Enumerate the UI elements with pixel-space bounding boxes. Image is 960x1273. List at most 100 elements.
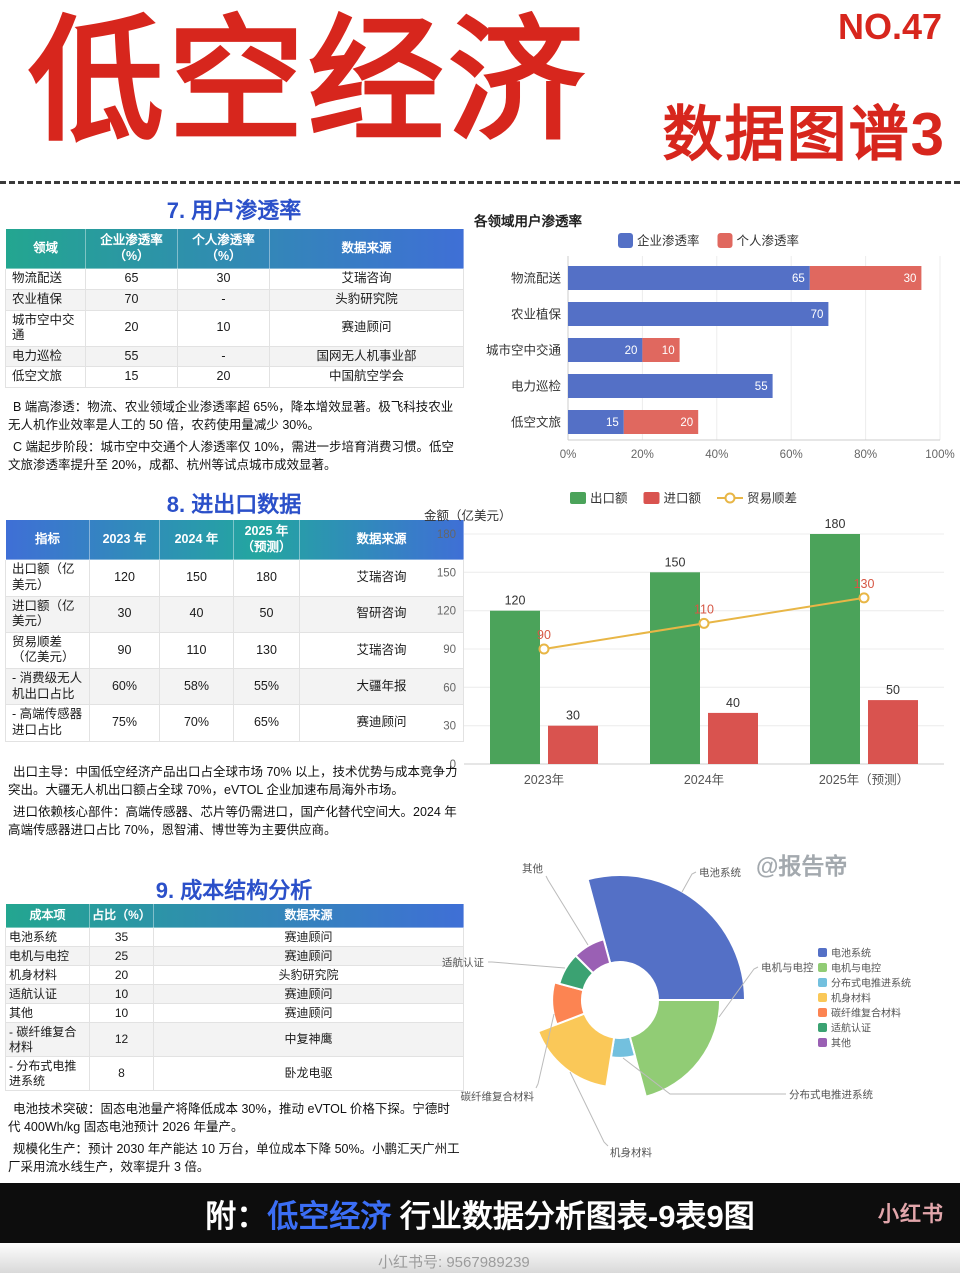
bar-enterprise bbox=[568, 338, 643, 362]
table-cell: 40 bbox=[159, 595, 234, 633]
y-tick-label: 90 bbox=[443, 644, 456, 656]
table-cell: 35 bbox=[89, 927, 154, 947]
table-cell: 25 bbox=[89, 946, 154, 966]
section-9-notes: 电池技术突破：固态电池量产将降低成本 30%，推动 eVTOL 价格下探。宁德时… bbox=[8, 1100, 462, 1182]
rose-slice bbox=[574, 938, 612, 975]
slice-label: 分布式电推进系统 bbox=[789, 1088, 873, 1101]
x-tick-label: 100% bbox=[925, 449, 954, 461]
footer-suffix: 行业数据分析图表-9表9图 bbox=[391, 1198, 755, 1234]
cost-rose-chart: @报告帝 电池系统 电机与电控 分布式电推进系统 机身材料 碳纤维复合材料 适航认证 其他 电池… bbox=[420, 838, 956, 1180]
table-cell: 赛迪顾问 bbox=[269, 309, 464, 347]
table-cell: - 分布式电推进系统 bbox=[5, 1056, 90, 1091]
bar-export bbox=[650, 572, 700, 764]
table-cell: 艾瑞咨询 bbox=[299, 631, 464, 670]
table-cell: 180 bbox=[233, 559, 300, 597]
table-cell: - bbox=[177, 288, 270, 311]
footer-prefix: 附： bbox=[205, 1198, 268, 1234]
table-cell: 150 bbox=[159, 559, 234, 597]
table-cell: 20 bbox=[85, 309, 178, 347]
import-export-table: 指标 2023 年 2024 年 2025 年（预测） 数据来源 出口额（亿美元） 120 1… bbox=[5, 518, 464, 742]
legend-swatch bbox=[818, 1008, 827, 1017]
rose-slice bbox=[586, 874, 747, 1001]
legend-label: 分布式电推进系统 bbox=[831, 977, 911, 990]
bar-value-label: 70 bbox=[811, 309, 824, 321]
rose-slice bbox=[536, 1012, 616, 1088]
category-label: 物流配送 bbox=[511, 271, 562, 286]
footer-highlight: 低空经济 bbox=[267, 1198, 392, 1234]
rose-slice bbox=[551, 981, 586, 1026]
table-header-cell: 数据来源 bbox=[153, 903, 464, 928]
legend-label: 出口额 bbox=[590, 492, 628, 506]
label-leader-line bbox=[535, 1013, 555, 1089]
note-paragraph: C 端起步阶段：城市空中交通个人渗透率仅 10%，需进一步培育消费习惯。低空文旅… bbox=[8, 440, 454, 473]
table-cell: 电力巡检 bbox=[5, 345, 86, 368]
slice-label: 其他 bbox=[522, 862, 543, 875]
table-cell: 8 bbox=[89, 1056, 154, 1091]
table-cell: 电机与电控 bbox=[5, 946, 90, 966]
table-cell: 70% bbox=[159, 704, 234, 742]
chart-title: 各领域用户渗透率 bbox=[473, 213, 582, 229]
table-cell: - bbox=[177, 345, 270, 368]
bar-value-label: 20 bbox=[625, 345, 638, 357]
legend-swatch bbox=[818, 978, 827, 987]
bar-value-label: 15 bbox=[606, 417, 619, 429]
bar-value-label: 150 bbox=[665, 555, 686, 569]
bar-value-label: 30 bbox=[566, 709, 580, 723]
table-cell: 贸易顺差（亿美元） bbox=[5, 631, 90, 670]
table-row: - 碳纤维复合材料 12 中复神鹰 bbox=[5, 1022, 464, 1057]
user-penetration-table: 领域 企业渗透率（%） 个人渗透率（%） 数据来源 物流配送 65 30 艾瑞咨询 农业植保 70… bbox=[5, 227, 464, 388]
table-cell: 130 bbox=[233, 631, 300, 670]
table-header-cell: 2023 年 bbox=[89, 518, 160, 561]
y-tick-label: 120 bbox=[437, 606, 456, 618]
table-row: 城市空中交通 20 10 赛迪顾问 bbox=[5, 309, 464, 347]
cost-chart-svg: @报告帝电池系统电机与电控分布式电推进系统机身材料碳纤维复合材料适航认证其他电池… bbox=[442, 853, 911, 1159]
bar-enterprise bbox=[568, 266, 810, 290]
table-row: 其他 10 赛迪顾问 bbox=[5, 1003, 464, 1023]
legend-line-icon bbox=[724, 492, 736, 504]
table-cell: 70 bbox=[85, 288, 178, 311]
note-paragraph: 进口依赖核心部件：高端传感器、芯片等仍需进口，国产化替代空间大。2024 年高端… bbox=[8, 805, 457, 838]
note-paragraph: B 端高渗透：物流、农业领域企业渗透率超 65%，降本增效显著。极飞科技农业无人… bbox=[8, 400, 454, 433]
legend-label: 企业渗透率 bbox=[637, 233, 700, 248]
legend-swatch bbox=[818, 1038, 827, 1047]
table-header-cell: 数据来源 bbox=[299, 518, 464, 561]
table-row: - 分布式电推进系统 8 卧龙电驱 bbox=[5, 1056, 464, 1091]
bar-value-label: 50 bbox=[886, 683, 900, 697]
label-leader-line bbox=[718, 966, 759, 1018]
table-cell: 110 bbox=[159, 631, 234, 670]
note-paragraph: 规模化生产：预计 2030 年产能达 10 万台，单位成本下降 50%。小鹏汇天… bbox=[8, 1142, 460, 1175]
bar-personal bbox=[809, 266, 922, 290]
table-cell: 60% bbox=[89, 667, 160, 706]
table-row: 农业植保 70- 头豹研究院 bbox=[5, 288, 464, 311]
table-row: 物流配送 65 30 艾瑞咨询 bbox=[5, 268, 464, 290]
table-row: 电池系统 35 赛迪顾问 bbox=[5, 927, 464, 947]
label-leader-line bbox=[622, 1057, 786, 1095]
line-point bbox=[698, 617, 710, 629]
slice-label: 电机与电控 bbox=[761, 961, 814, 974]
bar-personal bbox=[642, 338, 680, 362]
label-leader-line bbox=[569, 1071, 609, 1147]
table-row: 低空文旅 15 20 中国航空学会 bbox=[5, 366, 464, 388]
table-cell: 中复神鹰 bbox=[153, 1022, 464, 1057]
table-cell: 艾瑞咨询 bbox=[269, 268, 464, 290]
slice-label: 电池系统 bbox=[699, 866, 741, 879]
table-row: 出口额（亿美元） 120 150 180 艾瑞咨询 bbox=[5, 559, 464, 597]
table-cell: 65 bbox=[85, 268, 178, 290]
legend-label: 其他 bbox=[831, 1037, 851, 1050]
table-header-cell: 2024 年 bbox=[159, 518, 234, 561]
table-cell: 赛迪顾问 bbox=[153, 984, 464, 1004]
table-cell: 进口额（亿美元） bbox=[5, 595, 90, 633]
table-cell: 10 bbox=[177, 309, 270, 347]
legend-swatch bbox=[643, 492, 660, 504]
x-tick-label: 60% bbox=[780, 449, 803, 461]
table-cell: 头豹研究院 bbox=[269, 288, 464, 311]
table-header-cell: 个人渗透率（%） bbox=[177, 227, 270, 270]
bar-value-label: 10 bbox=[662, 345, 675, 357]
dashed-divider bbox=[0, 181, 960, 184]
table-cell: 适航认证 bbox=[5, 984, 90, 1004]
legend-label: 适航认证 bbox=[831, 1022, 871, 1035]
table-row: 电机与电控 25 赛迪顾问 bbox=[5, 946, 464, 966]
